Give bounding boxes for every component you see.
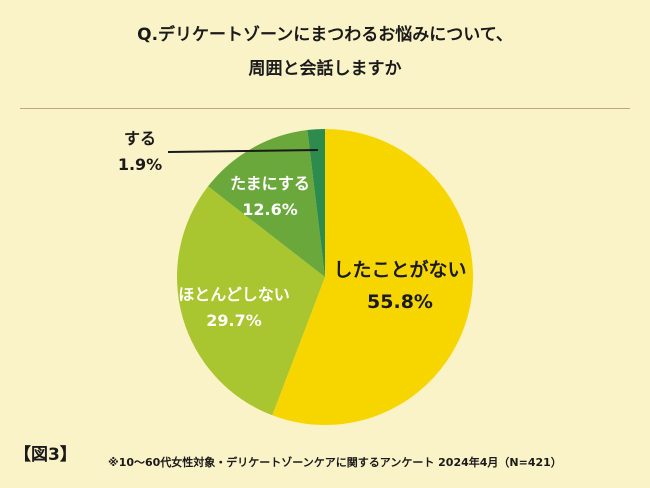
slice-value-label: 1.9% bbox=[118, 155, 162, 174]
slice-label: する bbox=[124, 129, 156, 148]
figure-label: 【図3】 bbox=[14, 445, 77, 465]
title-line-2: 周囲と会話しますか bbox=[248, 59, 402, 79]
slice-value-label: 55.8% bbox=[367, 291, 433, 313]
pie-slice bbox=[177, 186, 325, 416]
slice-label: したことがない bbox=[333, 258, 466, 281]
slice-value-label: 12.6% bbox=[242, 200, 298, 219]
pie-slice bbox=[307, 129, 325, 277]
slice-value-label: 29.7% bbox=[206, 311, 262, 330]
slice-label: たまにする bbox=[230, 174, 310, 193]
pie-slice bbox=[208, 130, 325, 277]
slice-label: ほとんどしない bbox=[178, 285, 290, 304]
pie-slice bbox=[272, 129, 474, 425]
leader-line bbox=[167, 149, 319, 153]
divider bbox=[20, 108, 630, 109]
footnote: ※10～60代女性対象・デリケートゾーンケアに関するアンケート 2024年4月（… bbox=[108, 456, 562, 469]
chart-title: Q.デリケートゾーンにまつわるお悩みについて、 周囲と会話しますか bbox=[0, 18, 650, 86]
title-line-1: Q.デリケートゾーンにまつわるお悩みについて、 bbox=[137, 25, 513, 45]
